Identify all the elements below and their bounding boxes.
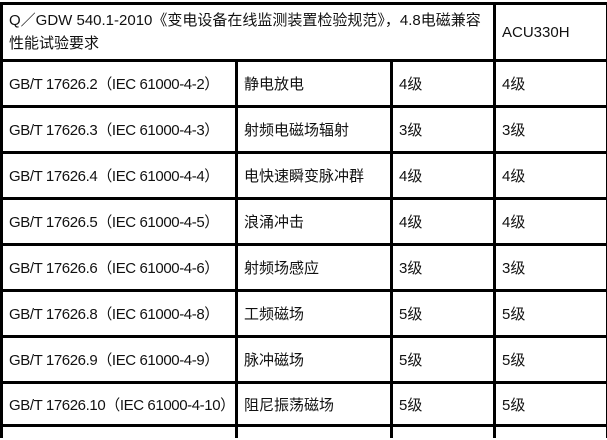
table-row: GB/T 17626.8（IEC 61000-4-8） 工频磁场 5级 5级 (0, 289, 607, 338)
table-row: GB/T 17626.3（IEC 61000-4-3） 射频电磁场辐射 3级 3… (0, 105, 607, 154)
required-level-cell: 5级 (389, 335, 497, 384)
device-level-cell: 3级 (493, 105, 607, 154)
device-model-cell: ACU330H (493, 2, 607, 62)
test-name-cell: 射频电磁场辐射 (235, 105, 393, 154)
test-name-cell: 射频场感应 (235, 243, 393, 292)
standard-cell: GB/T 17626.10（IEC 61000-4-10） (0, 381, 238, 427)
cutoff-cell (389, 424, 497, 438)
test-name-cell: 工频磁场 (235, 289, 393, 338)
test-name-cell: 浪涌冲击 (235, 197, 393, 246)
required-level-cell: 3级 (389, 105, 497, 154)
cutoff-cell (235, 424, 393, 438)
required-level-cell: 4级 (389, 59, 497, 108)
test-name-cell: 阻尼振荡磁场 (235, 381, 393, 427)
table-header-row: Q／GDW 540.1-2010《变电设备在线监测装置检验规范》，4.8电磁兼容… (0, 2, 607, 62)
required-level-cell: 4级 (389, 151, 497, 200)
table-row: GB/T 17626.9（IEC 61000-4-9） 脉冲磁场 5级 5级 (0, 335, 607, 384)
standard-cell: GB/T 17626.5（IEC 61000-4-5） (0, 197, 238, 246)
table-row: GB/T 17626.10（IEC 61000-4-10） 阻尼振荡磁场 5级 … (0, 381, 607, 427)
required-level-cell: 5级 (389, 289, 497, 338)
device-level-cell: 4级 (493, 151, 607, 200)
test-name-cell: 脉冲磁场 (235, 335, 393, 384)
device-level-cell: 5级 (493, 381, 607, 427)
required-level-cell: 5级 (389, 381, 497, 427)
cutoff-cell (493, 424, 607, 438)
standard-cell: GB/T 17626.3（IEC 61000-4-3） (0, 105, 238, 154)
test-name-cell: 静电放电 (235, 59, 393, 108)
standard-cell: GB/T 17626.2（IEC 61000-4-2） (0, 59, 238, 108)
standard-cell: GB/T 17626.6（IEC 61000-4-6） (0, 243, 238, 292)
device-level-cell: 3级 (493, 243, 607, 292)
standard-cell: GB/T 17626.9（IEC 61000-4-9） (0, 335, 238, 384)
table-row: GB/T 17626.5（IEC 61000-4-5） 浪涌冲击 4级 4级 (0, 197, 607, 246)
device-level-cell: 5级 (493, 335, 607, 384)
device-level-cell: 4级 (493, 197, 607, 246)
table-row: GB/T 17626.4（IEC 61000-4-4） 电快速瞬变脉冲群 4级 … (0, 151, 607, 200)
spec-title-cell: Q／GDW 540.1-2010《变电设备在线监测装置检验规范》，4.8电磁兼容… (0, 2, 497, 62)
table-row: GB/T 17626.6（IEC 61000-4-6） 射频场感应 3级 3级 (0, 243, 607, 292)
required-level-cell: 3级 (389, 243, 497, 292)
cutoff-cell (0, 424, 238, 438)
device-level-cell: 5级 (493, 289, 607, 338)
table-row: GB/T 17626.2（IEC 61000-4-2） 静电放电 4级 4级 (0, 59, 607, 108)
standard-cell: GB/T 17626.8（IEC 61000-4-8） (0, 289, 238, 338)
test-name-cell: 电快速瞬变脉冲群 (235, 151, 393, 200)
device-level-cell: 4级 (493, 59, 607, 108)
standard-cell: GB/T 17626.4（IEC 61000-4-4） (0, 151, 238, 200)
required-level-cell: 4级 (389, 197, 497, 246)
cutoff-row (0, 424, 607, 438)
